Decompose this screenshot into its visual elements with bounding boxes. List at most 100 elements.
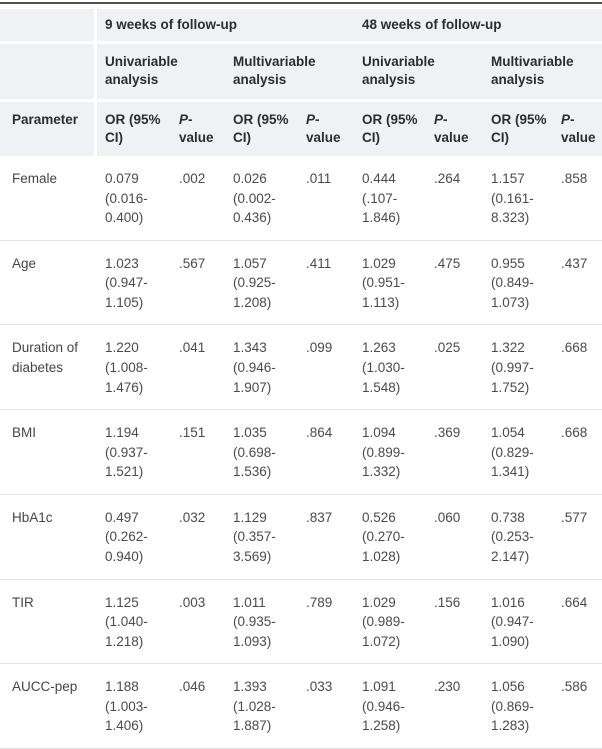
table-row: Duration of diabetes 1.220 (1.008-1.476) .0… [0, 325, 602, 411]
confidence-interval: (1.008-1.476) [105, 360, 148, 395]
confidence-interval: (0.946-1.907) [233, 360, 276, 395]
or-value: 1.343 [233, 340, 267, 356]
or-ci-column-header: OR (95% CI) [225, 101, 298, 157]
or-value: 1.125 [105, 594, 139, 610]
or-value: 1.029 [362, 594, 396, 610]
confidence-interval: (1.030-1.548) [362, 360, 405, 395]
or-ci-cell: 1.129 (0.357-3.569) [225, 494, 298, 580]
or-ci-cell: 1.091 (0.946-1.258) [354, 664, 427, 749]
or-value: 1.194 [105, 425, 139, 441]
or-ci-cell: 1.056 (0.869-1.283) [483, 664, 554, 749]
p-dash: - [188, 111, 193, 127]
or-value: 0.079 [105, 171, 139, 187]
p-italic: P [179, 111, 189, 127]
confidence-interval: (0.947-1.105) [105, 275, 148, 310]
p-value-column-header: P- value [426, 101, 484, 157]
subheader-univariable-48w: Univariable analysis [354, 44, 484, 102]
parameter-column-header: Parameter [0, 101, 97, 157]
or-ci-column-header: OR (95% CI) [354, 101, 427, 157]
confidence-interval: (0.947-1.090) [491, 614, 534, 649]
p-italic: P [306, 111, 316, 127]
or-ci-cell: 1.125 (1.040-1.218) [97, 579, 171, 665]
confidence-interval: (0.925-1.208) [233, 275, 276, 310]
p-value-cell: .858 [553, 156, 602, 241]
confidence-interval: (0.262-0.940) [105, 529, 148, 564]
table-row: Female 0.079 (0.016-0.400) .002 0.026 (0.002-… [0, 156, 602, 241]
or-value: 0.738 [491, 509, 525, 525]
p-value-cell: .586 [553, 664, 602, 749]
or-ci-cell: 1.220 (1.008-1.476) [97, 325, 171, 411]
confidence-interval: (0.270-1.028) [362, 529, 405, 564]
or-ci-cell: 1.343 (0.946-1.907) [225, 325, 298, 411]
or-value: 1.129 [233, 509, 267, 525]
p-rest: value [561, 129, 596, 145]
group-header-9-weeks: 9 weeks of follow-up [97, 9, 355, 45]
or-ci-cell: 1.054 (0.829-1.341) [483, 410, 554, 495]
or-ci-cell: 1.057 (0.925-1.208) [225, 240, 298, 326]
p-value-column-header: P- value [298, 101, 355, 157]
parameter-cell: HbA1c [0, 494, 97, 580]
p-value-cell: .369 [426, 410, 484, 495]
p-italic: P [561, 111, 571, 127]
confidence-interval: (0.997-1.752) [491, 360, 534, 395]
or-value: 1.220 [105, 340, 139, 356]
p-rest: value [306, 129, 341, 145]
p-value-cell: .156 [426, 579, 484, 665]
table-row: BMI 1.194 (0.937-1.521) .151 1.035 (0.698-1.5… [0, 410, 602, 495]
or-value: 1.056 [491, 679, 525, 695]
or-value: 1.023 [105, 255, 139, 271]
or-ci-column-header: OR (95% CI) [97, 101, 171, 157]
or-value: 1.057 [233, 255, 267, 271]
or-value: 0.955 [491, 255, 525, 271]
or-ci-cell: 1.016 (0.947-1.090) [483, 579, 554, 665]
subheader-multivariable-48w: Multivariable analysis [483, 44, 602, 102]
or-ci-cell: 0.955 (0.849-1.073) [483, 240, 554, 326]
p-value-cell: .041 [171, 325, 225, 411]
confidence-interval: (0.016-0.400) [105, 190, 148, 226]
confidence-interval: (0.161-8.323) [491, 190, 534, 226]
p-value-column-header: P- value [553, 101, 602, 157]
p-value-cell: .664 [553, 579, 602, 665]
subheader-univariable-9w: Univariable analysis [97, 44, 225, 102]
or-ci-cell: 1.094 (0.899-1.332) [354, 410, 427, 495]
p-value-cell: .264 [426, 156, 484, 241]
p-value-cell: .864 [298, 410, 355, 495]
p-value-cell: .060 [426, 494, 484, 580]
p-dash: - [443, 111, 448, 127]
parameter-cell: Female [0, 156, 97, 241]
header-spacer [0, 44, 97, 102]
p-value-cell: .577 [553, 494, 602, 580]
group-header-48-weeks: 48 weeks of follow-up [354, 9, 602, 45]
p-value-cell: .837 [298, 494, 355, 580]
or-ci-cell: 1.035 (0.698-1.536) [225, 410, 298, 495]
confidence-interval: (0.989-1.072) [362, 614, 405, 649]
confidence-interval: (0.951-1.113) [362, 275, 405, 310]
table-header: 9 weeks of follow-up 48 weeks of follow-… [0, 9, 602, 157]
or-value: 1.157 [491, 171, 525, 187]
p-value-cell: .099 [298, 325, 355, 411]
or-value: 1.263 [362, 340, 396, 356]
confidence-interval: (0.698-1.536) [233, 444, 276, 480]
p-value-cell: .011 [298, 156, 355, 241]
p-dash: - [570, 111, 575, 127]
or-value: 1.322 [491, 340, 525, 356]
or-value: 0.026 [233, 171, 267, 187]
subheader-multivariable-9w: Multivariable analysis [225, 44, 355, 102]
p-value-cell: .033 [298, 664, 355, 749]
parameter-cell: BMI [0, 410, 97, 495]
or-value: 0.497 [105, 509, 139, 525]
or-value: 1.035 [233, 425, 267, 441]
parameter-cell: TIR [0, 579, 97, 665]
p-value-column-header: P- value [171, 101, 225, 157]
or-ci-cell: 0.444 (.107-1.846) [354, 156, 427, 241]
parameter-cell: Duration of diabetes [0, 325, 97, 411]
p-value-cell: .151 [171, 410, 225, 495]
or-ci-cell: 0.526 (0.270-1.028) [354, 494, 427, 580]
or-ci-cell: 1.011 (0.935-1.093) [225, 579, 298, 665]
confidence-interval: (.107-1.846) [362, 190, 401, 226]
p-dash: - [315, 111, 320, 127]
or-ci-cell: 1.194 (0.937-1.521) [97, 410, 171, 495]
p-value-cell: .002 [171, 156, 225, 241]
table-row: HbA1c 0.497 (0.262-0.940) .032 1.129 (0.357-3… [0, 494, 602, 580]
table-body: Female 0.079 (0.016-0.400) .002 0.026 (0.002-… [0, 156, 602, 749]
